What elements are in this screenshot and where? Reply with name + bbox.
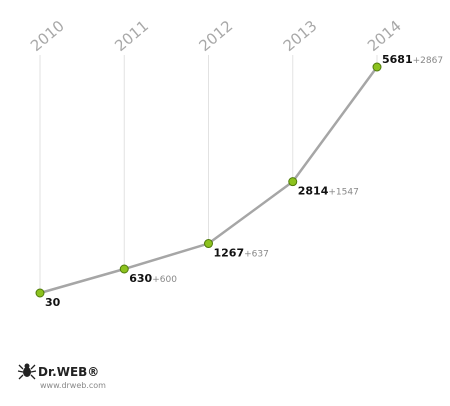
logo-icon <box>17 363 37 380</box>
point <box>372 62 382 72</box>
logo-name: Dr.WEB® <box>38 365 99 379</box>
x-tick-label: 2010 <box>27 17 68 55</box>
data-label: 30 <box>45 296 61 309</box>
point <box>288 177 298 187</box>
point <box>119 264 129 274</box>
x-tick-label: 2014 <box>364 17 405 55</box>
data-label: 5681+2867 <box>382 53 443 66</box>
point <box>35 288 45 298</box>
data-label: 2814+1547 <box>298 185 359 198</box>
x-tick-label: 2011 <box>111 17 152 55</box>
increment-label: +637 <box>244 250 269 260</box>
logo-url: www.drweb.com <box>40 381 106 390</box>
value-label: 1267 <box>214 247 245 260</box>
value-label: 630 <box>129 272 152 285</box>
increment-label: +600 <box>152 275 177 285</box>
point <box>204 239 213 249</box>
x-tick-label: 2013 <box>280 17 321 55</box>
x-tick-label: 2012 <box>196 17 237 55</box>
data-label: 1267+637 <box>214 247 269 260</box>
value-label: 30 <box>45 296 61 309</box>
value-label: 2814 <box>298 185 329 198</box>
increment-label: +2867 <box>413 56 443 66</box>
increment-label: +1547 <box>328 188 358 198</box>
value-label: 5681 <box>382 53 413 66</box>
data-label: 630+600 <box>129 272 177 285</box>
logo: Dr.WEB® www.drweb.com <box>17 363 106 390</box>
